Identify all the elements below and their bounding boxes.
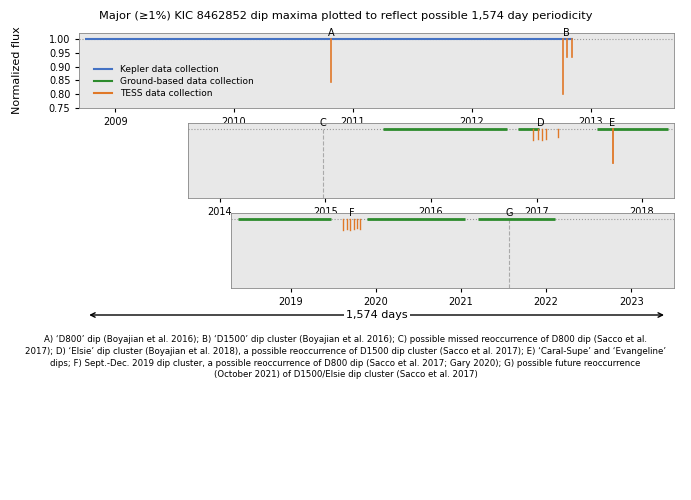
Text: D: D — [537, 118, 545, 128]
Text: 1,574 days: 1,574 days — [346, 310, 408, 320]
Text: G: G — [506, 208, 513, 218]
Text: A: A — [328, 28, 334, 38]
Text: Normalized flux: Normalized flux — [12, 26, 22, 114]
Legend: Kepler data collection, Ground-based data collection, TESS data collection: Kepler data collection, Ground-based dat… — [90, 61, 258, 102]
Text: E: E — [609, 118, 616, 128]
Text: F: F — [349, 208, 354, 218]
Text: Major (≥1%) KIC 8462852 dip maxima plotted to reflect possible 1,574 day periodi: Major (≥1%) KIC 8462852 dip maxima plott… — [99, 11, 592, 21]
Text: B: B — [563, 28, 570, 38]
Text: A) ‘D800’ dip (Boyajian et al. 2016); B) ‘D1500’ dip cluster (Boyajian et al. 20: A) ‘D800’ dip (Boyajian et al. 2016); B)… — [25, 335, 666, 380]
Text: C: C — [320, 118, 327, 128]
